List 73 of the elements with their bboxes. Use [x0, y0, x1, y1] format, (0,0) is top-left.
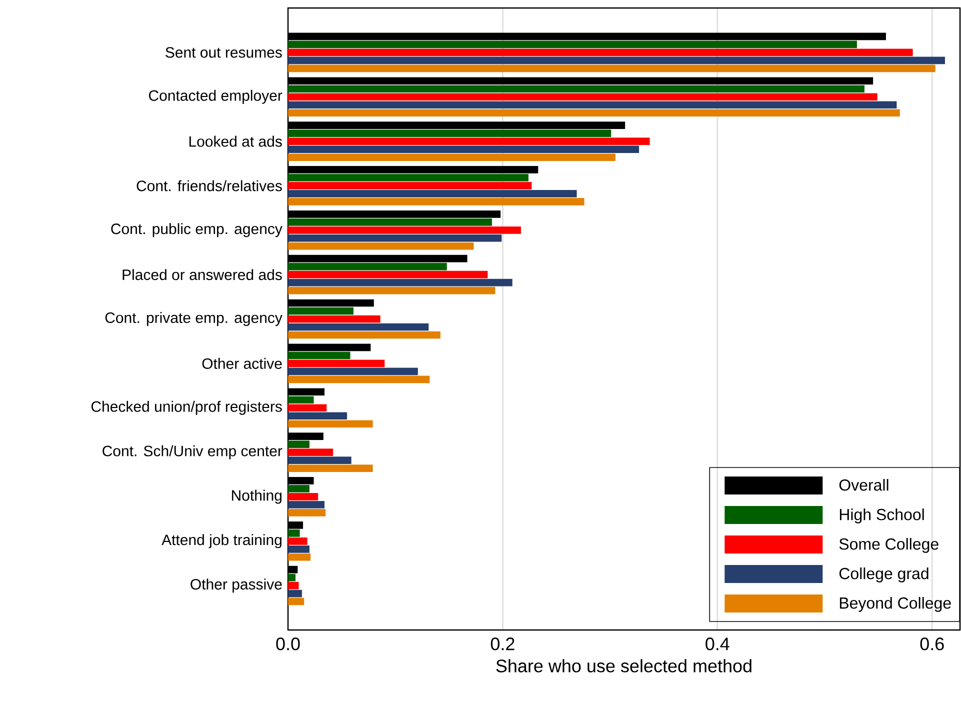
y-tick-label: Contacted employer — [148, 90, 282, 104]
y-tick-label: Looked at ads — [189, 136, 282, 147]
y-tick-label: Cont. private emp. agency — [105, 312, 282, 326]
text: Beyond College — [840, 596, 951, 612]
bar — [288, 323, 429, 331]
bar — [288, 307, 354, 315]
text: College grad — [839, 567, 928, 582]
y-tick-label: Cont. friends/relatives — [136, 180, 282, 192]
bar — [288, 109, 900, 117]
bar — [288, 218, 492, 226]
bar — [288, 278, 512, 286]
text: Overall — [839, 478, 888, 491]
bar — [288, 420, 373, 428]
x-tick-label: 0.4 — [706, 638, 730, 650]
bar — [288, 501, 324, 508]
bar — [288, 493, 318, 500]
bar — [288, 85, 864, 93]
bar — [288, 270, 488, 278]
bar — [288, 101, 897, 109]
x-tick-label: 0.0 — [276, 638, 300, 650]
bar — [288, 286, 496, 294]
bar — [288, 40, 857, 48]
bar — [288, 242, 474, 250]
bar — [288, 130, 612, 137]
bar — [288, 412, 348, 420]
bar — [288, 56, 945, 64]
bar — [288, 146, 640, 153]
bar — [288, 509, 326, 516]
y-tick-label: Other passive — [190, 578, 282, 593]
bar — [288, 262, 447, 270]
text: High School — [840, 508, 924, 524]
bar — [288, 315, 380, 323]
bar — [288, 376, 430, 384]
x-tick-label: 0.6 — [920, 638, 944, 650]
bar — [288, 48, 913, 56]
y-tick-label: Attend job training — [162, 534, 282, 548]
bar — [288, 174, 528, 182]
text: Some College — [839, 538, 938, 553]
bar — [288, 396, 314, 404]
bar — [288, 464, 373, 472]
bar — [288, 598, 304, 606]
x-axis-title: Share who use selected method — [496, 659, 752, 672]
y-tick-label: Cont. Sch/Univ emp center — [102, 445, 282, 460]
bar — [288, 368, 418, 376]
bar — [288, 138, 650, 145]
y-tick-label: Cont. public emp. agency — [111, 223, 282, 238]
y-tick-label: Sent out resumes — [166, 47, 282, 58]
bar — [288, 529, 300, 537]
bar — [288, 360, 385, 368]
bar — [288, 190, 577, 198]
bar — [288, 545, 310, 553]
y-tick-label: Nothing — [232, 490, 282, 504]
bar — [288, 226, 521, 234]
bar — [288, 590, 302, 598]
bar — [288, 537, 308, 545]
bar — [288, 404, 327, 412]
bar — [288, 553, 311, 561]
y-tick-label: Checked union/prof registers — [91, 400, 282, 415]
bar — [288, 154, 616, 161]
y-tick-label: Other active — [202, 358, 282, 369]
bar — [288, 448, 334, 456]
bar — [288, 485, 310, 492]
bar — [288, 352, 350, 360]
bar — [288, 93, 878, 101]
bar — [288, 234, 502, 242]
bar — [288, 440, 310, 448]
bar — [288, 64, 936, 72]
y-tick-label: Placed or answered ads — [122, 269, 282, 280]
x-tick-label: 0.2 — [490, 638, 514, 650]
bar — [288, 182, 532, 190]
bar — [288, 456, 352, 464]
bar — [288, 331, 440, 339]
bar — [288, 198, 584, 206]
